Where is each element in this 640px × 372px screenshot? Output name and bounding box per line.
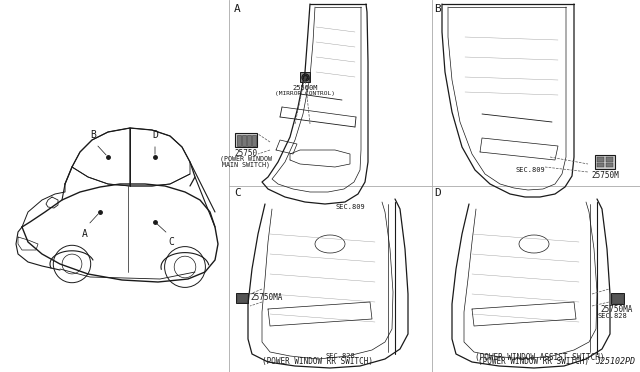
Text: 25750M: 25750M — [591, 171, 619, 180]
Text: 25560M: 25560M — [292, 85, 317, 91]
Bar — [597, 157, 604, 161]
Bar — [235, 133, 257, 147]
Text: SEC.809: SEC.809 — [335, 204, 365, 210]
Text: SEC.809: SEC.809 — [515, 167, 545, 173]
Text: B: B — [90, 130, 96, 140]
Bar — [246, 135, 250, 145]
Text: (POWER WINDOW RR SWITCH): (POWER WINDOW RR SWITCH) — [479, 357, 589, 366]
Bar — [237, 294, 247, 302]
Text: 25750MA: 25750MA — [250, 294, 282, 302]
Bar — [611, 292, 623, 304]
Text: D: D — [152, 130, 158, 140]
Bar — [611, 294, 623, 302]
Text: B: B — [434, 4, 441, 14]
Text: A: A — [82, 229, 88, 239]
Bar — [252, 135, 255, 145]
Text: (MIRROR CONTROL): (MIRROR CONTROL) — [275, 91, 335, 96]
Text: MAIN SWITCH): MAIN SWITCH) — [222, 161, 270, 167]
Bar — [237, 135, 241, 145]
Text: 25750MA: 25750MA — [601, 305, 633, 314]
Bar — [241, 135, 246, 145]
Bar — [606, 157, 613, 161]
Text: (POWER WINDOW ASSIST SWITCH): (POWER WINDOW ASSIST SWITCH) — [476, 353, 605, 362]
Bar — [597, 163, 604, 167]
Text: D: D — [434, 188, 441, 198]
Text: (POWER WINDOW RR SWITCH): (POWER WINDOW RR SWITCH) — [262, 357, 374, 366]
Text: SEC.828: SEC.828 — [325, 353, 355, 359]
Text: A: A — [234, 4, 241, 14]
Bar — [300, 72, 310, 82]
Bar — [595, 155, 615, 169]
Text: J25102PD: J25102PD — [595, 357, 635, 366]
Text: 25750: 25750 — [234, 149, 257, 158]
Bar — [606, 163, 613, 167]
Text: (POWER WINDOW: (POWER WINDOW — [220, 155, 272, 161]
Text: C: C — [234, 188, 241, 198]
Text: SEC.828: SEC.828 — [597, 314, 627, 320]
Bar — [236, 293, 248, 303]
Text: C: C — [168, 237, 174, 247]
